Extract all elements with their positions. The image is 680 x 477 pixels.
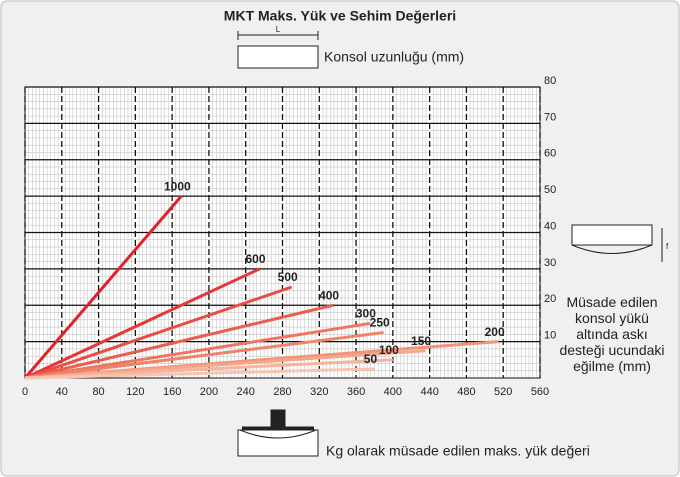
- series-label: 250: [370, 316, 390, 330]
- x-tick-label: 200: [200, 386, 218, 398]
- load-icon: [237, 409, 319, 457]
- y-tick-label: 20: [544, 293, 556, 305]
- x-tick-label: 120: [126, 386, 144, 398]
- deflection-label: f: [666, 242, 669, 251]
- length-label: L: [276, 25, 281, 34]
- series-label: 150: [411, 334, 431, 348]
- length-icon: [237, 31, 319, 69]
- x-axis-label: Kg olarak müsade edilen maks. yük değeri: [326, 443, 590, 459]
- deflection-icon: [571, 224, 663, 262]
- series-label: 1000: [164, 179, 191, 193]
- series-line: [24, 367, 375, 380]
- x-tick-label: 0: [22, 386, 28, 398]
- x-tick-label: 560: [531, 386, 549, 398]
- y-axis-label: Müsade edilen konsol yükü altında askı dest…: [559, 294, 664, 374]
- series-label: 200: [485, 325, 505, 339]
- x-tick-label: 240: [237, 386, 255, 398]
- x-tick-label: 520: [494, 386, 512, 398]
- chart-title: MKT Maks. Yük ve Sehim Değerleri: [224, 8, 456, 24]
- series-label: 400: [319, 288, 339, 302]
- x-tick-label: 160: [163, 386, 181, 398]
- y-tick-label: 70: [544, 111, 556, 123]
- series-label: 500: [278, 270, 298, 284]
- x-tick-label: 400: [384, 386, 402, 398]
- y-tick-label: 30: [544, 257, 556, 269]
- y-tick-label: 50: [544, 184, 556, 196]
- series-line: [24, 321, 371, 380]
- series-label: 300: [356, 307, 376, 321]
- x-tick-label: 280: [273, 386, 291, 398]
- y-tick-label: 40: [544, 220, 556, 232]
- series-line: [24, 267, 261, 380]
- series-line: [24, 303, 334, 380]
- grid: [24, 86, 541, 378]
- series-label: 50: [364, 352, 378, 366]
- legend-title: Konsol uzunluğu (mm): [324, 49, 464, 65]
- x-tick-label: 80: [92, 386, 104, 398]
- x-tick-label: 40: [56, 386, 68, 398]
- x-tick-label: 360: [347, 386, 365, 398]
- plot-border: [24, 86, 541, 379]
- x-tick-label: 320: [310, 386, 328, 398]
- y-tick-label: 80: [544, 75, 556, 87]
- y-tick-label: 60: [544, 148, 556, 160]
- y-tick-label: 10: [544, 330, 556, 342]
- x-tick-label: 440: [420, 386, 438, 398]
- series-line: [23, 195, 183, 379]
- series-line: [24, 285, 293, 380]
- series-label: 100: [379, 343, 399, 357]
- x-tick-label: 480: [457, 386, 475, 398]
- series-label: 600: [245, 252, 265, 266]
- series-line: [24, 331, 384, 380]
